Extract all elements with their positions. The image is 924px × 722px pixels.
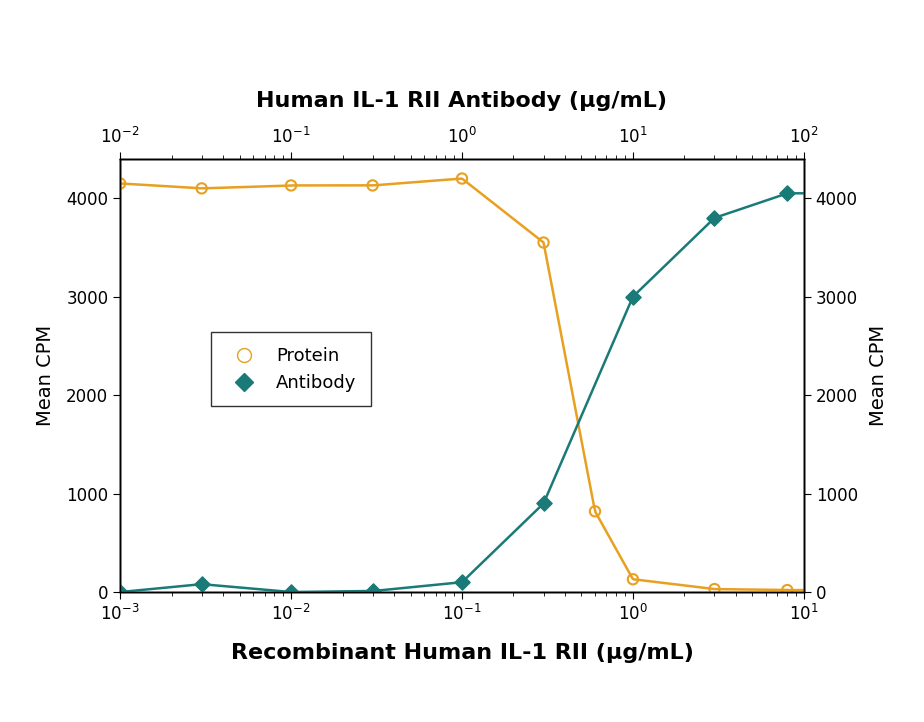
Point [626, 291, 640, 303]
Point [365, 180, 380, 191]
Point [536, 497, 551, 509]
X-axis label: Human IL-1 RII Antibody (μg/mL): Human IL-1 RII Antibody (μg/mL) [257, 92, 667, 111]
Legend: Protein, Antibody: Protein, Antibody [212, 333, 371, 406]
X-axis label: Recombinant Human IL-1 RII (μg/mL): Recombinant Human IL-1 RII (μg/mL) [231, 643, 693, 664]
Point [707, 583, 722, 595]
Y-axis label: Mean CPM: Mean CPM [36, 325, 55, 426]
Y-axis label: Mean CPM: Mean CPM [869, 325, 888, 426]
Point [536, 237, 551, 248]
Point [113, 586, 128, 598]
Point [455, 576, 469, 588]
Point [626, 573, 640, 585]
Point [365, 586, 380, 597]
Point [455, 173, 469, 184]
Point [194, 183, 209, 194]
Point [284, 180, 298, 191]
Point [284, 586, 298, 598]
Point [194, 578, 209, 590]
Point [113, 178, 128, 189]
Point [588, 505, 602, 517]
Point [707, 212, 722, 224]
Point [780, 584, 795, 596]
Point [780, 188, 795, 199]
